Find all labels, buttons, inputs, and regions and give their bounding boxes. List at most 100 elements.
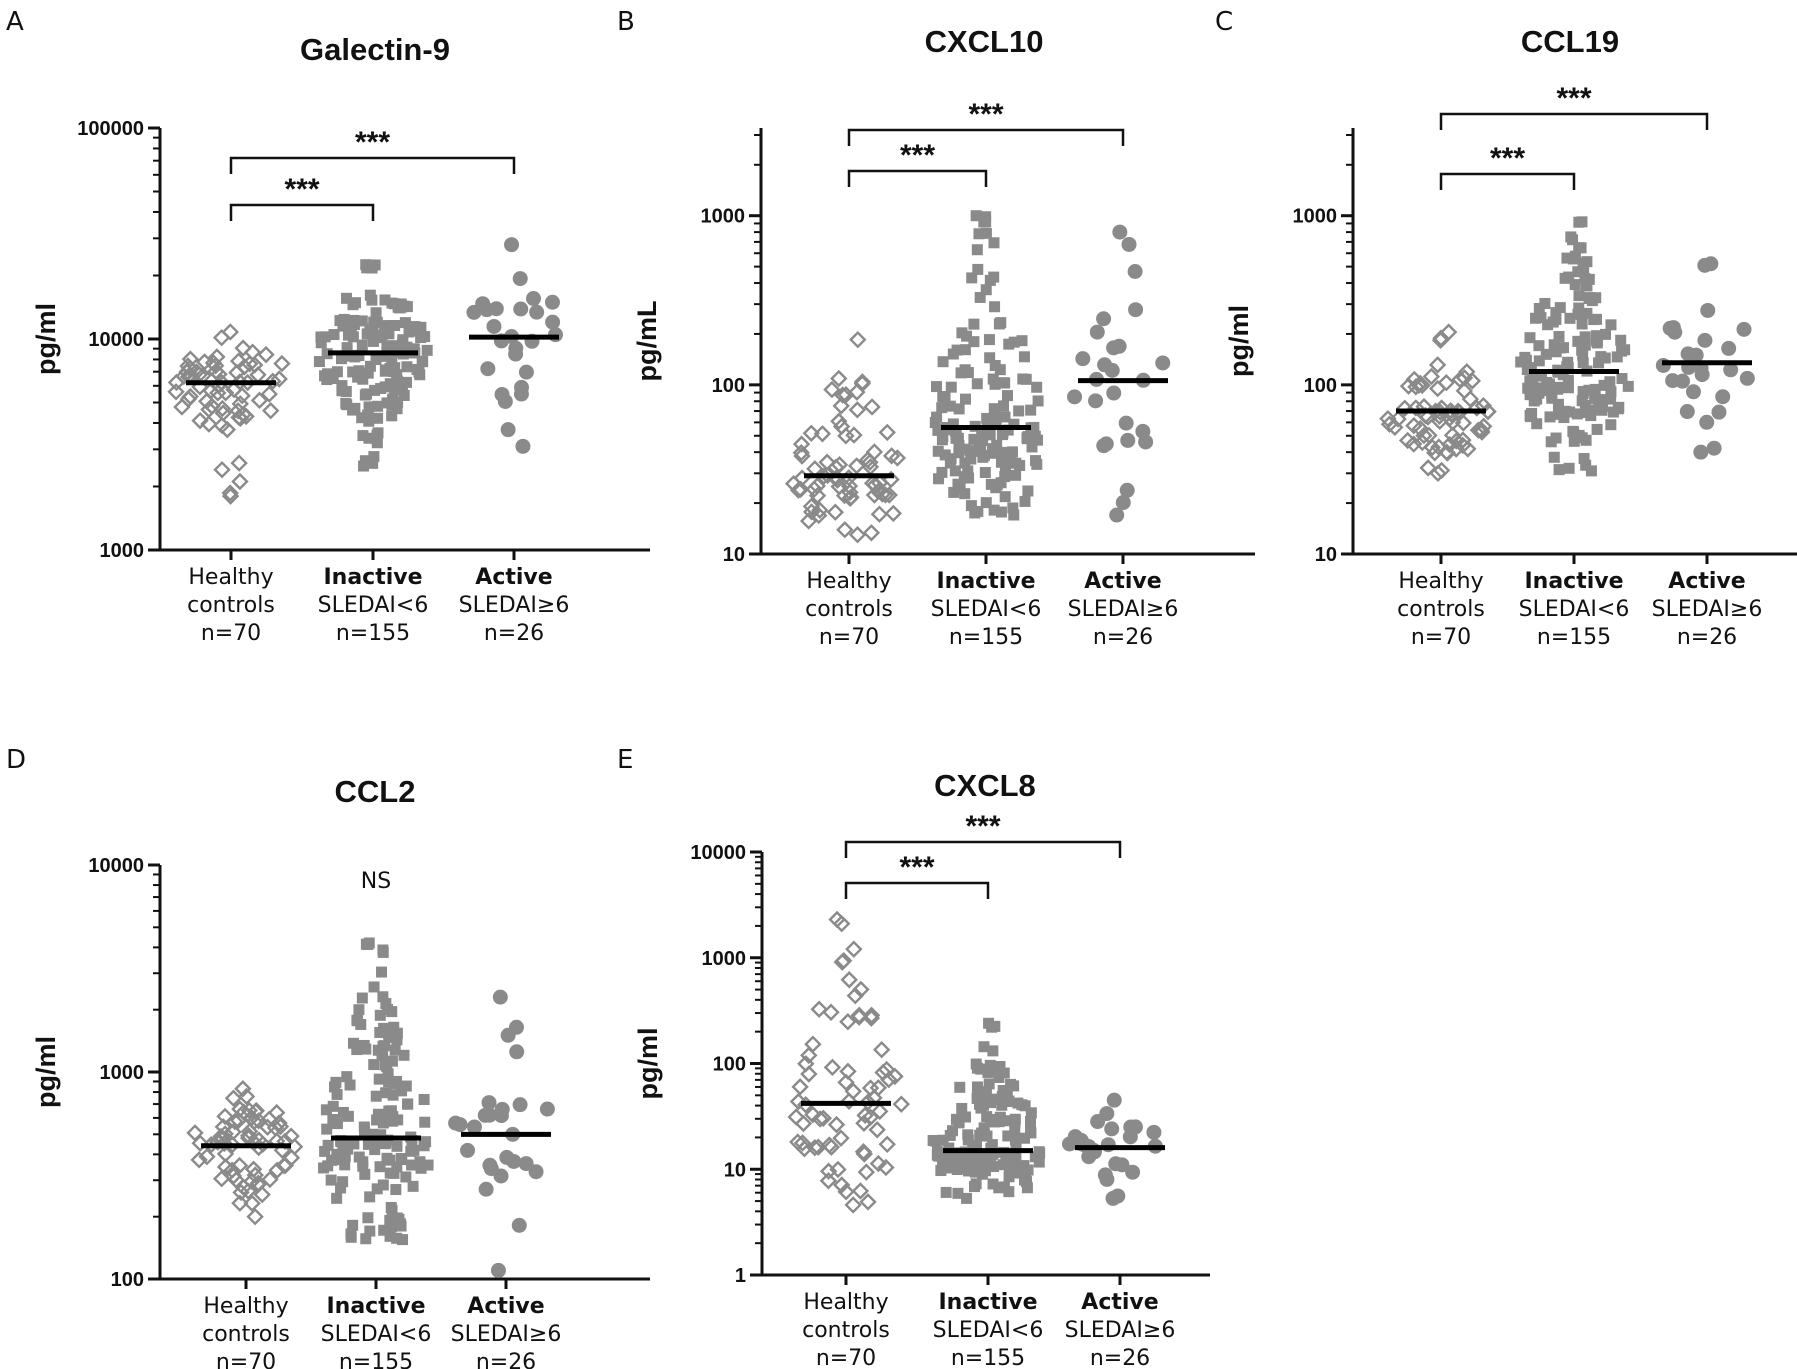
y-tick-label: 1 — [735, 1265, 746, 1287]
data-point — [357, 1156, 369, 1168]
data-point — [1090, 1114, 1106, 1130]
data-point — [368, 1059, 380, 1071]
data-point — [363, 401, 375, 413]
data-point — [500, 1027, 516, 1043]
data-point — [989, 413, 1001, 425]
data-point — [362, 1138, 374, 1150]
data-point — [397, 1234, 409, 1246]
data-point — [1128, 302, 1144, 318]
data-point — [1548, 339, 1560, 351]
data-point — [361, 328, 373, 340]
data-point — [345, 325, 357, 337]
data-point — [979, 466, 991, 478]
data-point — [1579, 331, 1591, 343]
data-point — [1615, 334, 1627, 346]
data-point — [983, 1078, 995, 1090]
data-point — [376, 966, 388, 978]
significance-label: *** — [355, 126, 390, 159]
data-point — [1010, 469, 1022, 481]
data-point — [373, 1073, 385, 1085]
data-point — [1569, 250, 1581, 262]
data-point — [878, 1135, 896, 1153]
data-point — [802, 424, 820, 442]
data-point — [1122, 1129, 1138, 1145]
data-point — [1006, 446, 1018, 458]
data-point — [1572, 335, 1584, 347]
data-point — [225, 380, 243, 399]
data-point — [359, 1168, 371, 1180]
x-category-label: Inactive — [326, 1294, 425, 1319]
data-point — [372, 412, 384, 424]
data-point — [1688, 347, 1704, 363]
chart-title: CCL2 — [335, 774, 416, 809]
data-point — [1437, 373, 1455, 392]
data-point — [1577, 387, 1589, 399]
x-category-n: n=26 — [476, 1350, 536, 1369]
data-point — [539, 1101, 555, 1117]
data-point — [1099, 1171, 1115, 1187]
data-point — [1111, 338, 1127, 354]
data-point — [395, 1152, 407, 1164]
data-point — [1524, 375, 1536, 387]
data-point — [377, 1049, 389, 1061]
data-point — [939, 449, 951, 461]
data-point — [819, 1172, 838, 1190]
data-point — [1155, 355, 1171, 371]
data-point — [966, 272, 978, 284]
x-category-label: Inactive — [938, 1290, 1037, 1315]
data-point — [356, 339, 368, 351]
data-point — [856, 1106, 874, 1125]
data-point — [331, 1088, 343, 1100]
data-point — [230, 1156, 249, 1175]
data-point — [223, 1135, 242, 1154]
data-point — [849, 330, 867, 349]
data-point — [806, 1138, 824, 1157]
data-point — [1106, 1092, 1122, 1108]
data-point — [984, 1059, 996, 1071]
data-point — [974, 291, 986, 303]
data-point — [1009, 1124, 1021, 1136]
data-point — [953, 403, 965, 415]
data-point — [260, 1110, 278, 1128]
data-point — [999, 377, 1011, 389]
data-point — [1561, 252, 1573, 264]
data-point — [1613, 401, 1625, 413]
y-tick-label: 100000 — [77, 118, 144, 140]
data-point — [975, 445, 987, 457]
data-point — [937, 390, 949, 402]
data-point — [1558, 412, 1570, 424]
data-point — [971, 244, 983, 256]
data-point — [1679, 404, 1695, 420]
data-point — [985, 478, 997, 490]
data-point — [338, 313, 350, 325]
data-point — [320, 1104, 332, 1116]
x-category-n: n=155 — [951, 1346, 1025, 1369]
data-point — [989, 1020, 1001, 1032]
data-point — [1535, 370, 1547, 382]
data-point — [377, 1179, 389, 1191]
x-category-label: Healthy — [803, 1290, 888, 1315]
data-point — [370, 354, 382, 366]
data-point — [1573, 302, 1585, 314]
data-point — [968, 336, 980, 348]
data-point — [246, 1207, 264, 1226]
data-point — [956, 1102, 968, 1114]
data-point — [224, 1123, 242, 1141]
data-point — [391, 1027, 403, 1039]
data-point — [313, 356, 325, 368]
data-point — [888, 449, 907, 467]
data-point — [1611, 351, 1623, 363]
data-point — [977, 1163, 989, 1175]
data-point — [1550, 432, 1562, 444]
data-point — [948, 486, 960, 498]
data-point — [932, 445, 944, 457]
significance-bracket — [847, 169, 988, 187]
data-point — [339, 1159, 351, 1171]
data-point — [403, 326, 415, 338]
data-point — [1569, 279, 1581, 291]
data-point — [819, 1162, 838, 1180]
data-point — [1088, 393, 1104, 409]
data-point — [1419, 459, 1437, 477]
data-point — [981, 1111, 993, 1123]
data-point — [1112, 224, 1128, 240]
